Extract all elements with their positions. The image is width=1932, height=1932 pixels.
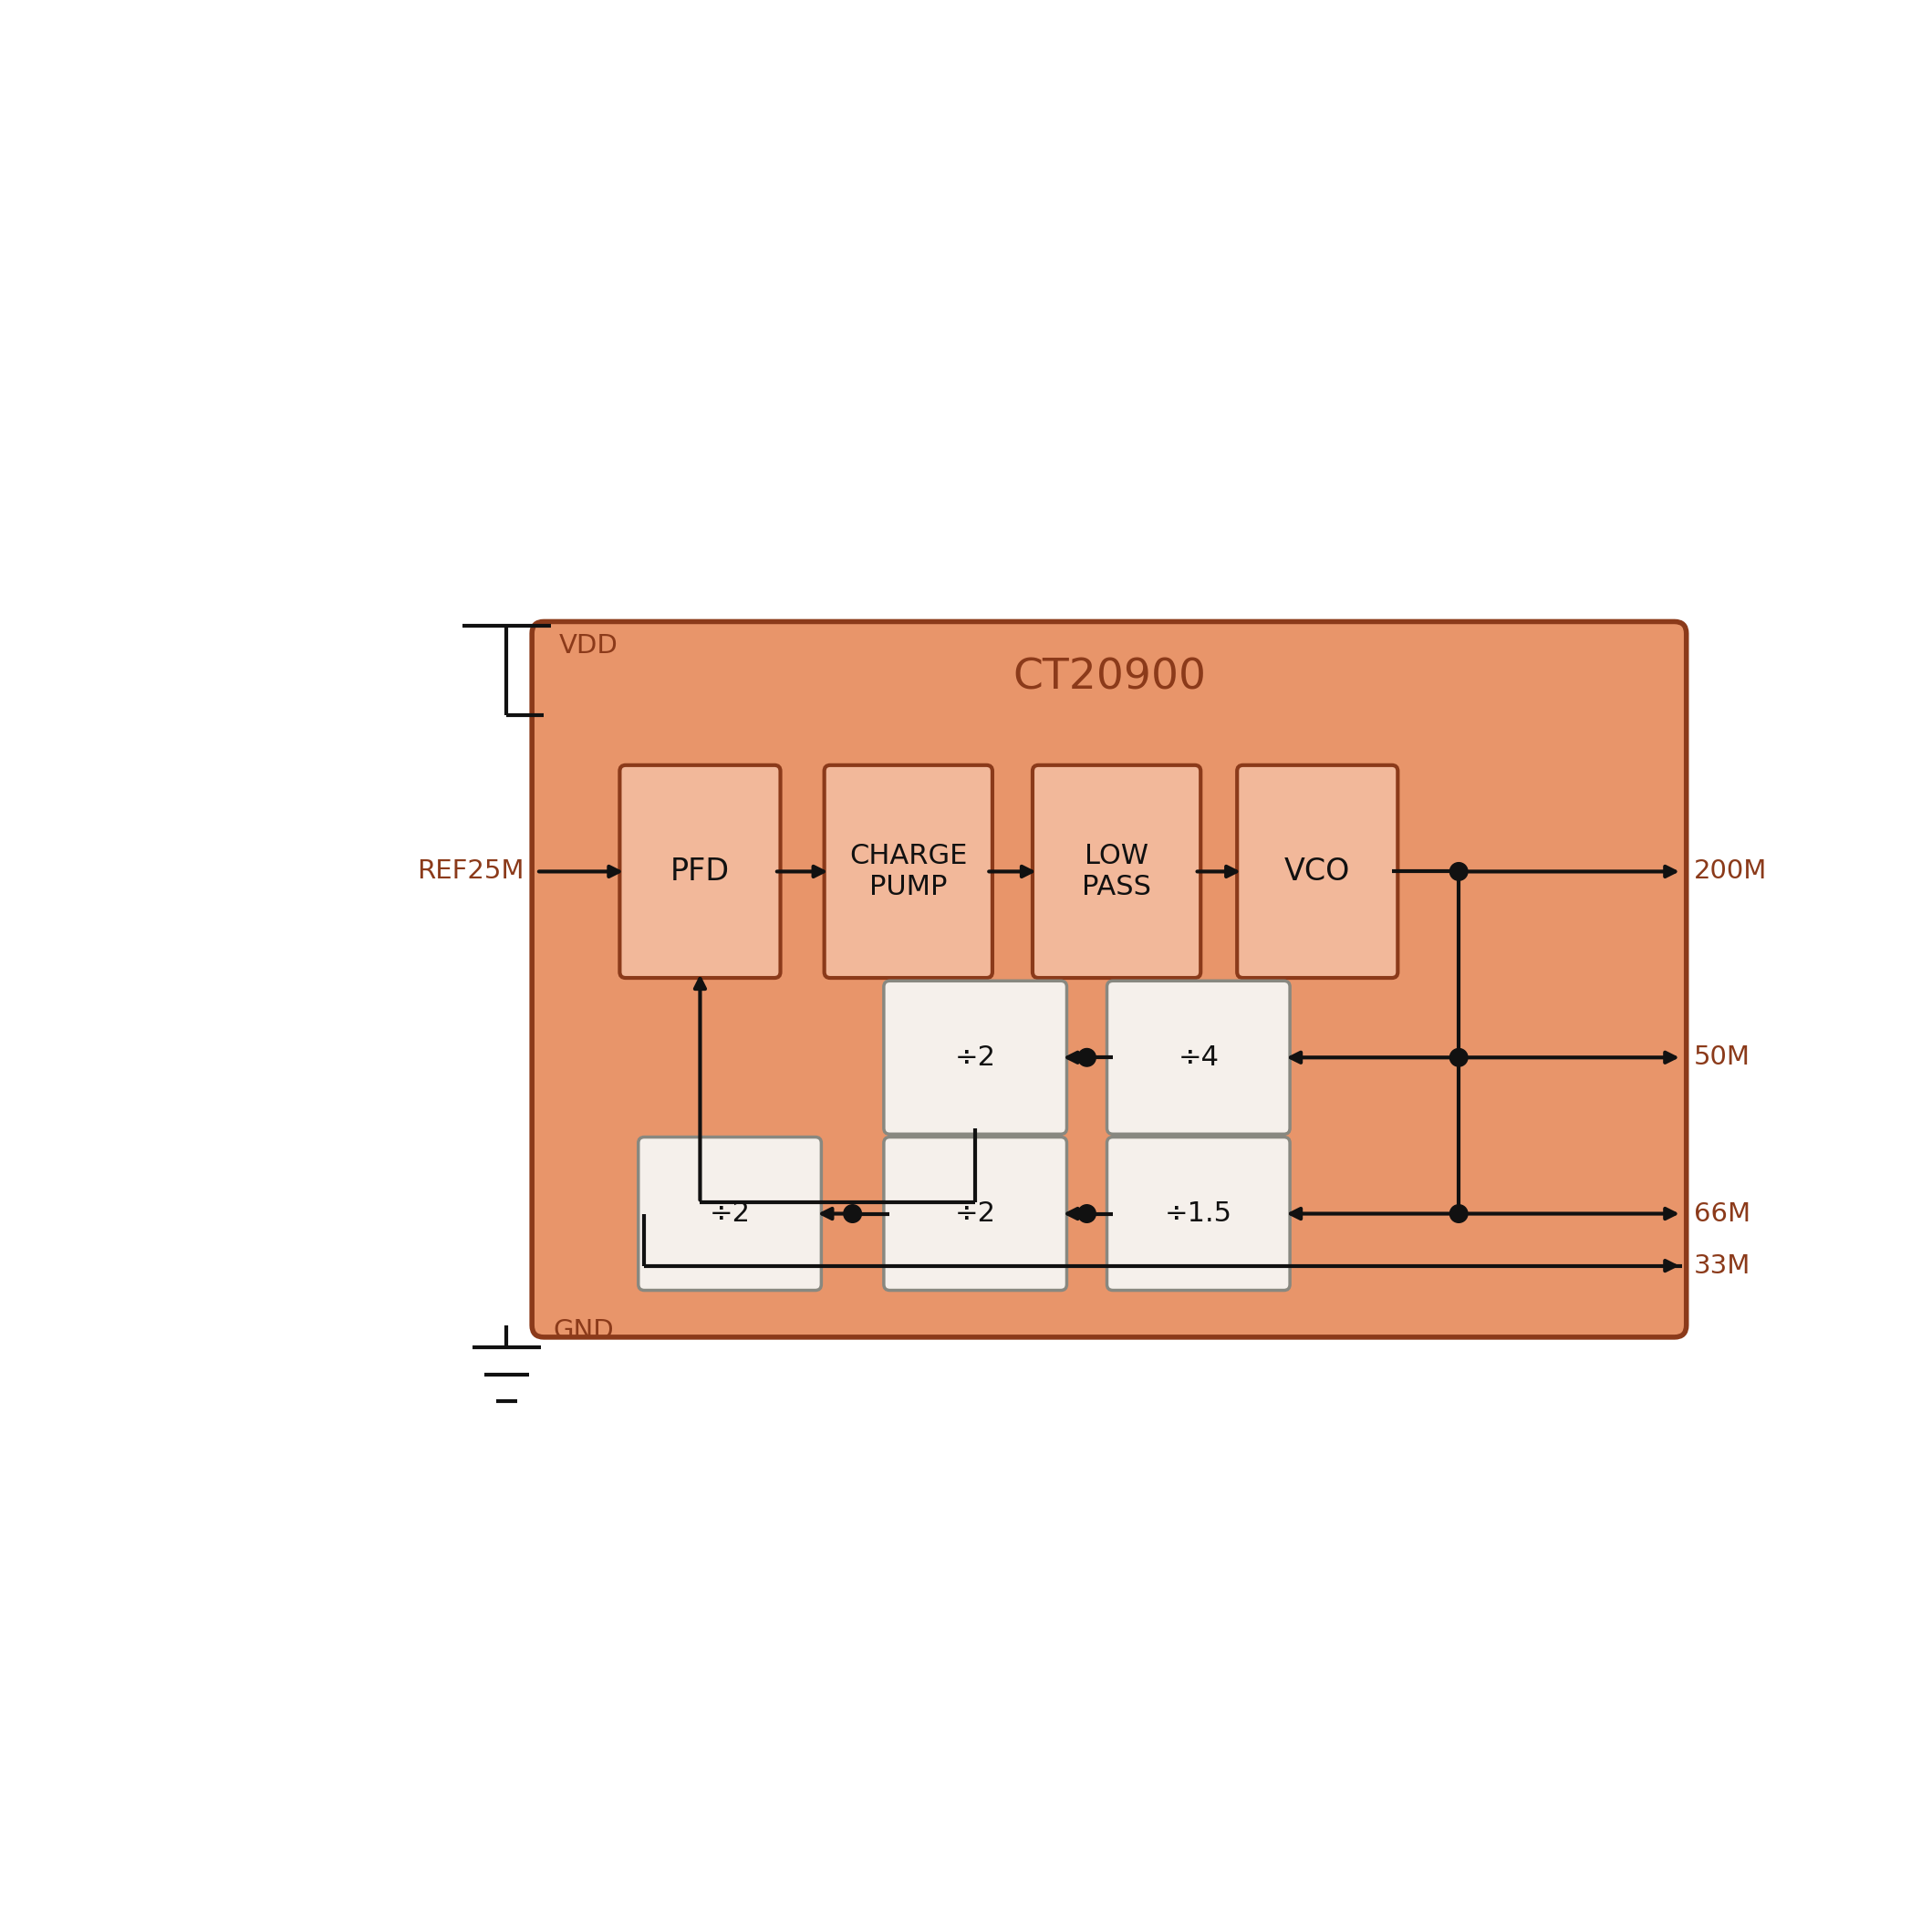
Text: ÷2: ÷2 — [709, 1200, 750, 1227]
Circle shape — [844, 1206, 862, 1223]
FancyBboxPatch shape — [620, 765, 781, 978]
FancyBboxPatch shape — [825, 765, 993, 978]
Text: 33M: 33M — [1694, 1254, 1750, 1279]
FancyBboxPatch shape — [1236, 765, 1397, 978]
Text: VCO: VCO — [1285, 856, 1350, 887]
Text: 66M: 66M — [1694, 1202, 1750, 1227]
Circle shape — [1078, 1206, 1095, 1223]
Text: ÷1.5: ÷1.5 — [1165, 1200, 1233, 1227]
Circle shape — [1449, 1049, 1468, 1066]
FancyBboxPatch shape — [1107, 981, 1291, 1134]
Text: CT20900: CT20900 — [1012, 657, 1206, 699]
Text: ÷2: ÷2 — [954, 1200, 995, 1227]
FancyBboxPatch shape — [531, 622, 1687, 1337]
FancyBboxPatch shape — [1032, 765, 1200, 978]
Text: 50M: 50M — [1694, 1045, 1750, 1070]
Text: GND: GND — [553, 1318, 614, 1343]
Text: VDD: VDD — [558, 634, 618, 659]
FancyBboxPatch shape — [883, 1138, 1066, 1291]
Circle shape — [1449, 1206, 1468, 1223]
Circle shape — [1449, 862, 1468, 881]
Text: REF25M: REF25M — [417, 858, 524, 885]
FancyBboxPatch shape — [638, 1138, 821, 1291]
Text: 200M: 200M — [1694, 858, 1768, 885]
Circle shape — [1078, 1049, 1095, 1066]
Text: LOW
PASS: LOW PASS — [1082, 842, 1151, 900]
FancyBboxPatch shape — [1107, 1138, 1291, 1291]
Text: PFD: PFD — [670, 856, 730, 887]
Text: ÷4: ÷4 — [1179, 1045, 1219, 1070]
Text: ÷2: ÷2 — [954, 1045, 995, 1070]
Text: CHARGE
PUMP: CHARGE PUMP — [850, 842, 968, 900]
FancyBboxPatch shape — [883, 981, 1066, 1134]
